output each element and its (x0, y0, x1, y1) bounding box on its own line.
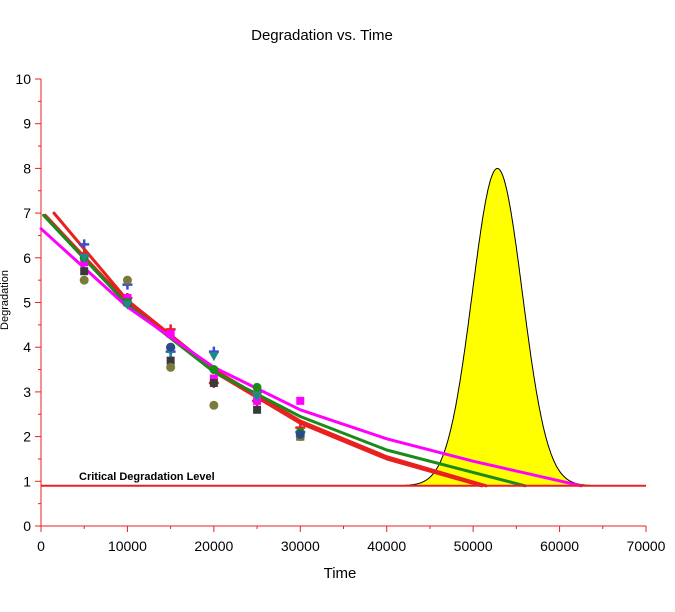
x-tick-label: 50000 (454, 538, 493, 554)
data-point-square (166, 329, 175, 338)
x-tick-label: 70000 (627, 538, 666, 554)
y-tick-label: 5 (23, 295, 31, 311)
y-tick-label: 10 (15, 71, 31, 87)
x-axis-title: Time (324, 565, 357, 582)
x-tick-label: 60000 (540, 538, 579, 554)
y-tick-label: 0 (23, 518, 31, 534)
data-point-circle (166, 342, 176, 352)
y-tick-label: 9 (23, 116, 31, 132)
data-point-circle (209, 365, 219, 375)
critical-level-label: Critical Degradation Level (79, 471, 215, 483)
x-tick-label: 40000 (367, 538, 406, 554)
data-point-square (296, 396, 305, 405)
data-point-circle (209, 400, 219, 410)
data-point-square (209, 378, 218, 387)
data-point-square (209, 374, 218, 383)
y-tick-label: 3 (23, 384, 31, 400)
y-tick-label: 6 (23, 250, 31, 266)
y-tick-label: 2 (23, 429, 31, 445)
chart-title: Degradation vs. Time (251, 27, 393, 44)
data-point-square (80, 267, 89, 276)
data-point-circle (79, 275, 89, 285)
data-point-triangle (208, 352, 219, 362)
x-tick-label: 20000 (194, 538, 233, 554)
data-point-circle (122, 275, 132, 285)
x-tick-label: 0 (37, 538, 45, 554)
data-point-square (166, 356, 175, 365)
data-point-plus (79, 239, 90, 250)
y-tick-label: 4 (23, 339, 31, 355)
data-point-triangle (122, 300, 133, 310)
data-point-circle (295, 429, 305, 439)
y-tick-label: 8 (23, 160, 31, 176)
data-point-circle (252, 382, 262, 392)
data-point-triangle (252, 392, 263, 402)
x-tick-label: 30000 (281, 538, 320, 554)
fit-line (52, 211, 488, 488)
data-point-circle (166, 362, 176, 372)
failure-distribution (403, 167, 612, 487)
data-point-square (253, 405, 262, 414)
y-axis-title: Degradation (0, 270, 11, 330)
x-tick-label: 10000 (108, 538, 147, 554)
y-tick-label: 7 (23, 205, 31, 221)
y-tick-label: 1 (23, 473, 31, 489)
data-point-triangle (79, 253, 90, 263)
